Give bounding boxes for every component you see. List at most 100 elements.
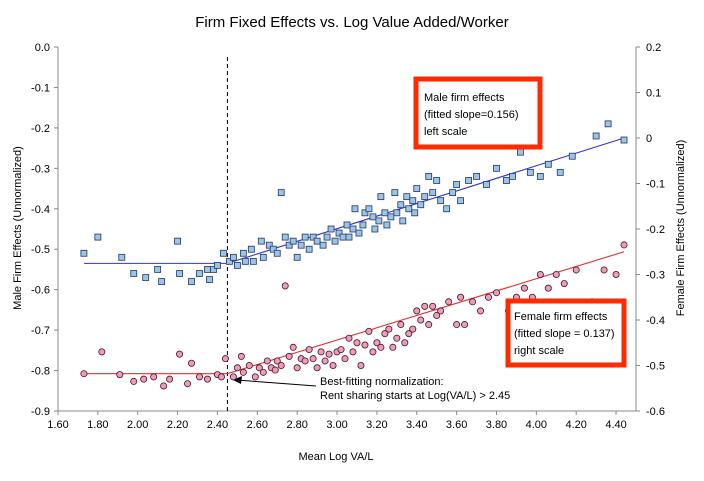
male-point bbox=[391, 189, 399, 197]
male-point bbox=[377, 193, 385, 201]
female-point bbox=[263, 357, 271, 365]
female-point bbox=[317, 348, 325, 356]
male-annotation-line-2: (fitted slope=0.156) bbox=[424, 109, 518, 121]
female-point bbox=[255, 364, 263, 372]
left-y-tick-label: -0.9 bbox=[31, 406, 50, 418]
male-point bbox=[417, 201, 425, 209]
male-point bbox=[517, 148, 524, 156]
male-annotation-box bbox=[413, 76, 543, 150]
female-point bbox=[357, 361, 365, 369]
female-point bbox=[188, 359, 196, 367]
female-point bbox=[293, 364, 301, 372]
female-point bbox=[196, 373, 204, 381]
male-point bbox=[536, 173, 544, 180]
female-point bbox=[469, 298, 477, 306]
female-point bbox=[401, 339, 409, 347]
right-y-tick-label: -0.1 bbox=[646, 179, 665, 191]
female-point bbox=[140, 375, 148, 383]
x-tick-label: 4.40 bbox=[605, 419, 626, 431]
male-point bbox=[327, 225, 335, 233]
female-point bbox=[405, 330, 413, 338]
male-point bbox=[425, 173, 433, 180]
male-point bbox=[465, 177, 472, 184]
male-point bbox=[375, 217, 383, 225]
female-point bbox=[429, 302, 437, 310]
axes bbox=[54, 46, 640, 415]
female-point bbox=[425, 321, 433, 329]
female-point bbox=[239, 368, 247, 376]
female-point bbox=[572, 266, 580, 274]
male-point bbox=[259, 253, 267, 261]
female-point bbox=[560, 280, 568, 288]
male-point bbox=[443, 205, 451, 213]
male-point bbox=[220, 249, 227, 257]
right-y-tick-label: -0.4 bbox=[646, 315, 665, 327]
female-point bbox=[389, 343, 397, 351]
right-y-tick-label: 0.1 bbox=[646, 88, 661, 100]
left-y-tick-label: -0.8 bbox=[31, 366, 50, 378]
female-point bbox=[166, 375, 174, 383]
female-point bbox=[313, 364, 321, 372]
male-point bbox=[371, 225, 379, 233]
right-y-tick-label: -0.6 bbox=[646, 406, 665, 418]
left-y-tick-label: -0.6 bbox=[31, 285, 50, 297]
male-point bbox=[365, 205, 373, 213]
male-point bbox=[176, 270, 183, 277]
male-point bbox=[297, 241, 305, 249]
male-point bbox=[397, 201, 405, 209]
male-point bbox=[210, 266, 217, 273]
male-point bbox=[509, 173, 516, 180]
female-annotation-box bbox=[505, 298, 627, 368]
female-point bbox=[457, 293, 465, 301]
male-point bbox=[383, 221, 391, 229]
male-point bbox=[493, 164, 500, 172]
male-point bbox=[405, 205, 413, 213]
female-point bbox=[285, 352, 293, 360]
female-point bbox=[251, 373, 259, 381]
female-point bbox=[492, 289, 500, 297]
male-point bbox=[556, 168, 564, 176]
male-point bbox=[359, 221, 367, 229]
female-point bbox=[361, 341, 369, 349]
male-point bbox=[313, 237, 321, 245]
x-tick-label: 4.20 bbox=[565, 419, 586, 431]
female-point bbox=[600, 266, 608, 274]
left-y-tick-label: -0.1 bbox=[31, 82, 50, 94]
right-y-tick-label: -0.5 bbox=[646, 361, 665, 373]
female-point bbox=[552, 270, 560, 278]
male-point bbox=[387, 213, 395, 221]
male-point bbox=[331, 237, 339, 245]
female-point bbox=[245, 361, 253, 369]
male-point bbox=[429, 189, 437, 197]
right-y-tick-label: 0.2 bbox=[646, 42, 661, 54]
male-point bbox=[196, 270, 203, 277]
female-point bbox=[536, 270, 544, 278]
left-y-tick-label: -0.5 bbox=[31, 244, 50, 256]
x-tick-label: 2.80 bbox=[286, 419, 307, 431]
male-point bbox=[381, 209, 389, 217]
female-point bbox=[461, 321, 469, 329]
note-arrow-line bbox=[235, 379, 317, 387]
female-annotation: Female firm effects (fitted slope = 0.13… bbox=[505, 298, 627, 368]
female-point bbox=[353, 339, 361, 347]
male-point bbox=[409, 197, 417, 205]
male-point bbox=[174, 237, 181, 245]
female-point bbox=[281, 282, 289, 290]
female-point bbox=[397, 321, 405, 329]
female-point bbox=[409, 325, 417, 333]
male-point bbox=[620, 136, 628, 144]
female-point bbox=[80, 370, 88, 378]
female-point bbox=[221, 355, 229, 363]
male-point bbox=[369, 213, 377, 221]
right-y-axis-label: Female Firm Effects (Unnormalized) bbox=[675, 140, 687, 316]
female-point bbox=[373, 339, 381, 347]
female-point bbox=[612, 270, 620, 278]
female-point bbox=[477, 307, 485, 315]
male-point bbox=[343, 221, 351, 229]
male-point bbox=[421, 193, 429, 201]
male-point bbox=[503, 177, 510, 184]
male-point bbox=[413, 185, 421, 192]
male-point bbox=[323, 233, 331, 241]
x-tick-label: 4.00 bbox=[526, 419, 547, 431]
